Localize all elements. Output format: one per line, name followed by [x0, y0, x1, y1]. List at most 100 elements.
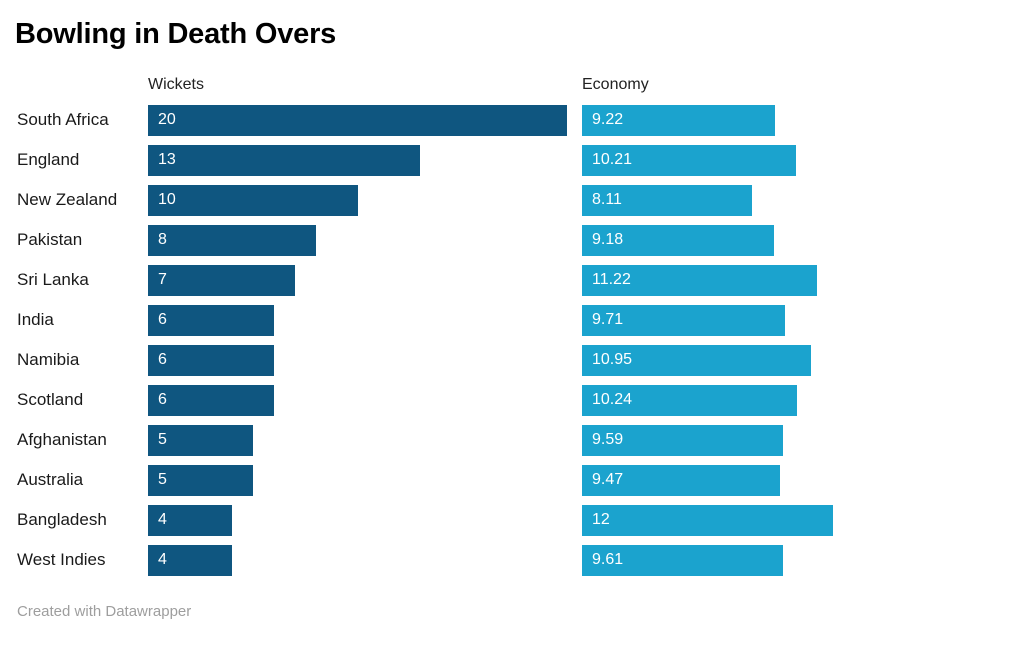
economy-cell: 10.21	[582, 140, 1024, 180]
economy-value: 9.59	[592, 431, 624, 448]
wickets-cell: 7	[148, 260, 582, 300]
table-row: Namibia 6 10.95	[0, 340, 1024, 380]
table-row: Pakistan 8 9.18	[0, 220, 1024, 260]
economy-bar[interactable]: 12	[582, 504, 834, 536]
wickets-column-header: Wickets	[148, 76, 204, 93]
wickets-value: 6	[158, 311, 167, 328]
table-row: New Zealand 10 8.11	[0, 180, 1024, 220]
table-row: India 6 9.71	[0, 300, 1024, 340]
economy-cell: 9.61	[582, 540, 1024, 580]
wickets-bar[interactable]: 5	[148, 424, 253, 456]
economy-cell: 8.11	[582, 180, 1024, 220]
economy-value: 9.47	[592, 471, 624, 488]
wickets-cell: 20	[148, 100, 582, 140]
economy-cell: 10.24	[582, 380, 1024, 420]
economy-value: 12	[592, 511, 610, 528]
team-label: South Africa	[17, 110, 109, 129]
table-row: Sri Lanka 7 11.22	[0, 260, 1024, 300]
team-label: India	[17, 310, 54, 329]
wickets-value: 5	[158, 471, 167, 488]
economy-bar[interactable]: 10.21	[582, 144, 796, 176]
table-row: Australia 5 9.47	[0, 460, 1024, 500]
wickets-value: 13	[158, 151, 176, 168]
table-row: West Indies 4 9.61	[0, 540, 1024, 580]
wickets-cell: 6	[148, 380, 582, 420]
wickets-bar[interactable]: 6	[148, 384, 274, 416]
wickets-cell: 6	[148, 300, 582, 340]
economy-bar[interactable]: 8.11	[582, 184, 752, 216]
economy-bar[interactable]: 9.59	[582, 424, 783, 456]
bar-rows: South Africa 20 9.22 England 13 10.21 New Zeal…	[0, 100, 1024, 580]
wickets-bar[interactable]: 10	[148, 184, 358, 216]
economy-cell: 9.71	[582, 300, 1024, 340]
economy-bar[interactable]: 11.22	[582, 264, 818, 296]
page-title: Bowling in Death Overs	[15, 18, 337, 50]
wickets-bar[interactable]: 4	[148, 544, 232, 576]
wickets-cell: 10	[148, 180, 582, 220]
wickets-bar[interactable]: 6	[148, 304, 274, 336]
team-label: England	[17, 150, 80, 169]
wickets-cell: 4	[148, 500, 582, 540]
economy-value: 10.95	[592, 351, 633, 368]
wickets-cell: 8	[148, 220, 582, 260]
economy-cell: 9.18	[582, 220, 1024, 260]
economy-value: 10.24	[592, 391, 633, 408]
wickets-value: 5	[158, 431, 167, 448]
economy-value: 10.21	[592, 151, 633, 168]
wickets-value: 6	[158, 391, 167, 408]
economy-value: 9.71	[592, 311, 624, 328]
wickets-bar[interactable]: 6	[148, 344, 274, 376]
wickets-cell: 6	[148, 340, 582, 380]
economy-cell: 12	[582, 500, 1024, 540]
table-row: Afghanistan 5 9.59	[0, 420, 1024, 460]
wickets-value: 4	[158, 511, 167, 528]
wickets-value: 7	[158, 271, 167, 288]
economy-cell: 11.22	[582, 260, 1024, 300]
table-row: South Africa 20 9.22	[0, 100, 1024, 140]
economy-value: 11.22	[592, 271, 631, 288]
wickets-cell: 5	[148, 420, 582, 460]
wickets-value: 20	[158, 111, 176, 128]
economy-value: 9.18	[592, 231, 624, 248]
economy-bar[interactable]: 9.61	[582, 544, 784, 576]
wickets-bar[interactable]: 7	[148, 264, 295, 296]
economy-value: 8.11	[592, 191, 622, 208]
attribution-text: Created with Datawrapper	[17, 603, 192, 620]
table-row: Bangladesh 4 12	[0, 500, 1024, 540]
wickets-cell: 4	[148, 540, 582, 580]
wickets-bar[interactable]: 5	[148, 464, 253, 496]
economy-bar[interactable]: 9.18	[582, 224, 775, 256]
economy-cell: 10.95	[582, 340, 1024, 380]
team-label: Bangladesh	[17, 510, 107, 529]
wickets-value: 4	[158, 551, 167, 568]
team-label: New Zealand	[17, 190, 118, 209]
economy-bar[interactable]: 10.24	[582, 384, 797, 416]
wickets-bar[interactable]: 8	[148, 224, 316, 256]
wickets-bar[interactable]: 13	[148, 144, 421, 176]
economy-value: 9.61	[592, 551, 624, 568]
wickets-bar[interactable]: 4	[148, 504, 232, 536]
team-label: Australia	[17, 470, 84, 489]
economy-bar[interactable]: 9.22	[582, 104, 776, 136]
economy-cell: 9.22	[582, 100, 1024, 140]
economy-cell: 9.59	[582, 420, 1024, 460]
wickets-value: 10	[158, 191, 176, 208]
economy-cell: 9.47	[582, 460, 1024, 500]
table-row: Scotland 6 10.24	[0, 380, 1024, 420]
economy-bar[interactable]: 9.47	[582, 464, 781, 496]
wickets-cell: 5	[148, 460, 582, 500]
team-label: Namibia	[17, 350, 80, 369]
team-label: Afghanistan	[17, 430, 107, 449]
table-row: England 13 10.21	[0, 140, 1024, 180]
team-label: Sri Lanka	[17, 270, 89, 289]
economy-bar[interactable]: 10.95	[582, 344, 812, 376]
economy-bar[interactable]: 9.71	[582, 304, 786, 336]
team-label: West Indies	[17, 550, 106, 569]
economy-value: 9.22	[592, 111, 624, 128]
wickets-bar[interactable]: 20	[148, 104, 567, 136]
wickets-value: 6	[158, 351, 167, 368]
wickets-cell: 13	[148, 140, 582, 180]
team-label: Pakistan	[17, 230, 83, 249]
wickets-value: 8	[158, 231, 167, 248]
